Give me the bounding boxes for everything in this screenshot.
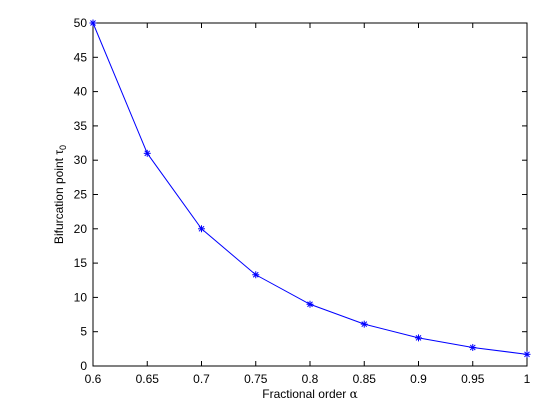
y-tick-label: 10	[74, 290, 88, 304]
data-point-marker	[89, 19, 97, 27]
y-tick-label: 40	[74, 85, 88, 99]
x-axis-label: Fractional order α	[262, 387, 357, 401]
y-tick-label: 50	[74, 16, 88, 30]
x-axis-ticks: 0.6 0.65 0.7 0.75 0.8 0.85 0.9 0.95 1	[85, 23, 531, 386]
y-tick-label: 0	[80, 359, 87, 373]
series-markers	[89, 19, 531, 358]
data-point-marker	[143, 149, 151, 157]
x-tick-label: 0.85	[353, 372, 377, 386]
y-axis-label: Bifurcation point τ0	[52, 145, 68, 244]
plot-area	[92, 22, 528, 367]
data-point-marker	[198, 225, 205, 233]
y-tick-label: 30	[74, 153, 88, 167]
y-tick-label: 15	[74, 256, 88, 270]
x-tick-label: 0.65	[136, 372, 160, 386]
x-tick-label: 0.75	[244, 372, 268, 386]
x-tick-label: 0.7	[193, 372, 210, 386]
y-tick-label: 35	[74, 119, 88, 133]
x-tick-label: 1	[524, 372, 531, 386]
y-tick-label: 45	[74, 50, 88, 64]
data-point-marker	[252, 271, 260, 279]
y-tick-label: 25	[74, 188, 88, 202]
y-axis-ticks: 0 5 10 15 20 25 30 35 40 45 50	[74, 16, 527, 373]
data-point-marker	[523, 350, 531, 358]
data-point-marker	[360, 320, 368, 328]
x-tick-label: 0.8	[302, 372, 319, 386]
data-point-marker	[306, 300, 314, 308]
data-point-marker	[469, 343, 477, 351]
y-tick-label: 20	[74, 222, 88, 236]
x-tick-label: 0.95	[461, 372, 485, 386]
x-tick-label: 0.6	[85, 372, 102, 386]
y-tick-label: 5	[80, 325, 87, 339]
data-point-marker	[415, 334, 422, 342]
x-tick-label: 0.9	[410, 372, 427, 386]
